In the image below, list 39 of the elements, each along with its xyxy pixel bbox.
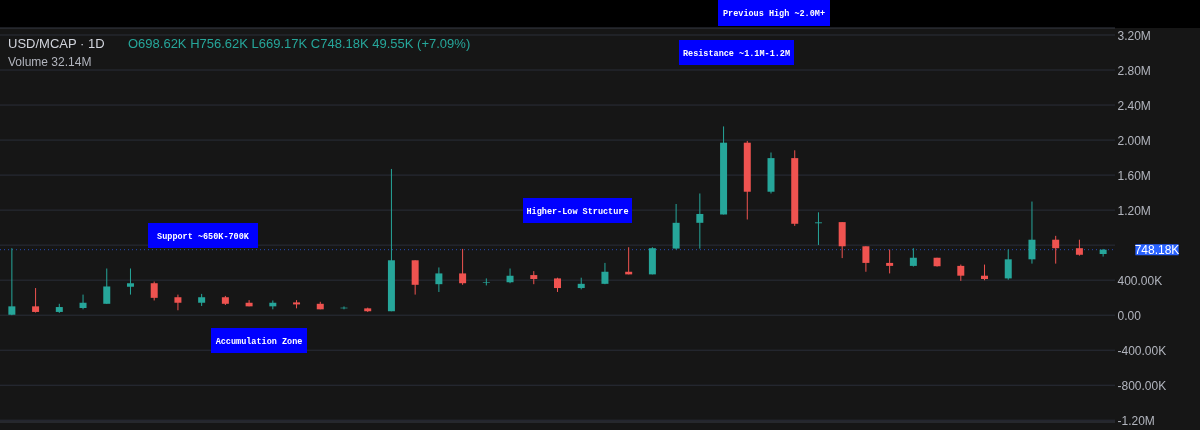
- y-tick-label: -800.00K: [1117, 378, 1167, 393]
- ref-line-label: 748.18K: [1134, 242, 1180, 257]
- y-tick-label: -1.20M: [1117, 413, 1155, 428]
- y-tick-label: 3.20M: [1117, 28, 1151, 43]
- candlestick: [174, 294, 182, 311]
- candlestick: [814, 211, 822, 246]
- text: USD/MCAP · 1D: [8, 36, 105, 51]
- annotation: Higher-Low Structure: [526, 206, 629, 217]
- candlestick: [8, 247, 16, 316]
- candlestick: [459, 248, 467, 286]
- candlestick: [79, 294, 87, 310]
- candlestick: [862, 245, 870, 273]
- candlestick: [32, 287, 40, 314]
- y-tick-label: 2.40M: [1117, 98, 1151, 113]
- candlestick: [1004, 249, 1012, 281]
- candlestick: [696, 192, 704, 250]
- y-tick-label: 1.20M: [1117, 203, 1151, 218]
- y-tick-label: -400.00K: [1117, 343, 1167, 358]
- annotation: Accumulation Zone: [215, 336, 303, 347]
- candlestick: [909, 247, 917, 268]
- candlestick: [506, 268, 514, 284]
- candlestick: [1052, 235, 1060, 265]
- candlestick: [150, 281, 158, 301]
- y-tick-label: 0.00: [1117, 308, 1142, 323]
- annotation: Resistance ~1.1M-1.2M: [682, 48, 791, 59]
- candlestick: [103, 268, 111, 305]
- y-tick-label: 400.00K: [1117, 273, 1163, 288]
- candlestick: [435, 266, 443, 293]
- annotation: O698.62K H756.62K L669.17K C748.18K 49.55K (+7.09%): [128, 36, 471, 51]
- y-tick-label: 1.60M: [1117, 168, 1151, 183]
- candlestick: [886, 249, 894, 274]
- text: Previous High ~2.0M+: [722, 9, 826, 19]
- candlestick: [126, 268, 134, 296]
- candlestick: [1099, 248, 1107, 258]
- annotation: Volume 32.14M: [8, 55, 92, 69]
- y-tick-label: 2.00M: [1117, 133, 1151, 148]
- annotation: Support ~650K-700K: [157, 231, 250, 242]
- candlestick: [1028, 201, 1036, 265]
- y-tick-label: 2.80M: [1117, 63, 1151, 78]
